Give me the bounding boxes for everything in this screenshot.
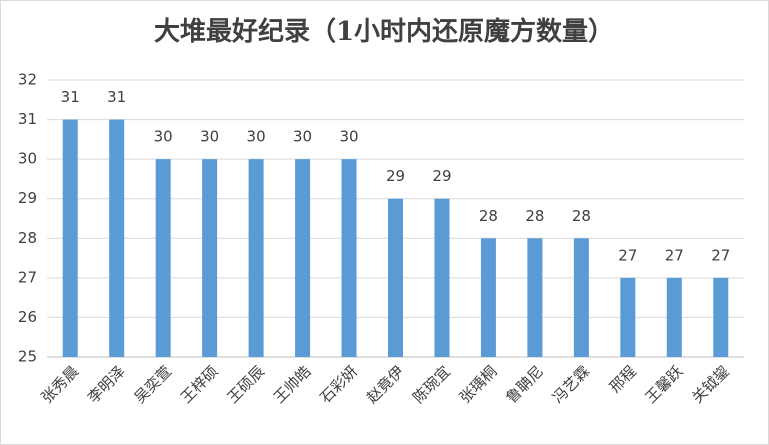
y-tick-label: 30	[18, 150, 37, 168]
y-tick-label: 25	[18, 348, 37, 366]
data-label: 29	[386, 167, 405, 185]
bar	[527, 238, 543, 357]
bar	[202, 159, 218, 357]
data-label: 28	[572, 207, 591, 225]
bar	[573, 238, 589, 357]
bar	[155, 159, 171, 357]
data-label: 30	[339, 128, 358, 146]
data-label: 28	[525, 207, 544, 225]
data-label: 31	[107, 88, 126, 106]
bar	[620, 277, 636, 357]
bar	[248, 159, 264, 357]
bar	[480, 238, 496, 357]
chart-title: 大堆最好纪录（1小时内还原魔方数量）	[154, 16, 614, 47]
data-label: 27	[711, 246, 730, 264]
bar	[62, 119, 78, 357]
y-tick-label: 31	[18, 110, 37, 128]
data-label: 30	[247, 128, 266, 146]
y-tick-label: 28	[18, 229, 37, 247]
y-tick-label: 26	[18, 308, 37, 326]
bar	[295, 159, 311, 357]
bar	[109, 119, 125, 357]
y-tick-label: 27	[18, 268, 37, 286]
bar	[713, 277, 729, 357]
bar	[666, 277, 682, 357]
data-label: 30	[154, 128, 173, 146]
bar	[388, 198, 403, 357]
data-label: 27	[665, 246, 684, 264]
data-label: 29	[432, 167, 451, 185]
data-label: 30	[293, 128, 312, 146]
y-tick-label: 32	[18, 71, 37, 89]
data-label: 31	[61, 88, 80, 106]
data-label: 30	[200, 128, 219, 146]
data-label: 27	[618, 246, 637, 264]
bar	[341, 159, 357, 357]
bar	[434, 198, 450, 357]
y-tick-label: 29	[18, 189, 37, 207]
data-label: 28	[479, 207, 498, 225]
